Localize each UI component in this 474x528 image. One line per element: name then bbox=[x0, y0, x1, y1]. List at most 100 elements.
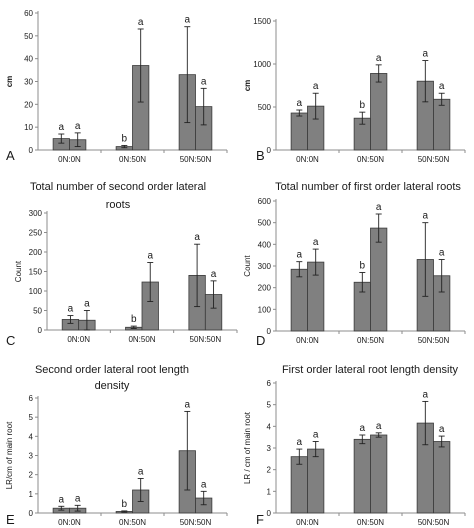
x-tick-label: 0N:0N bbox=[296, 155, 319, 164]
significance-letter: a bbox=[423, 49, 429, 60]
bar bbox=[370, 434, 388, 514]
y-tick-label: 200 bbox=[258, 284, 272, 293]
significance-letter: a bbox=[439, 81, 445, 92]
y-tick-label: 250 bbox=[29, 229, 43, 238]
y-tick-label: 3 bbox=[267, 444, 272, 453]
significance-letter: a bbox=[423, 389, 429, 400]
y-tick-label: 60 bbox=[24, 9, 33, 18]
y-tick-label: 1 bbox=[267, 487, 272, 496]
significance-letter: a bbox=[376, 202, 382, 213]
significance-letter: a bbox=[201, 76, 207, 87]
significance-letter: a bbox=[423, 211, 429, 222]
y-tick-label: 500 bbox=[258, 103, 272, 112]
significance-letter: a bbox=[59, 494, 65, 505]
significance-letter: a bbox=[147, 251, 153, 262]
significance-letter: a bbox=[185, 399, 191, 410]
significance-letter: b bbox=[122, 499, 128, 510]
x-tick-label: 0N:50N bbox=[119, 155, 146, 164]
x-tick-label: 0N:0N bbox=[67, 335, 90, 344]
y-axis-label: Count bbox=[14, 260, 23, 282]
y-tick-label: 0 bbox=[267, 146, 272, 155]
significance-letter: a bbox=[297, 98, 303, 109]
significance-letter: a bbox=[439, 248, 445, 259]
y-tick-label: 100 bbox=[29, 287, 43, 296]
significance-letter: a bbox=[313, 237, 319, 248]
chart-title: Second order lateral root length bbox=[35, 364, 189, 376]
significance-letter: a bbox=[211, 269, 217, 280]
significance-letter: b bbox=[122, 133, 128, 144]
x-tick-label: 50N:50N bbox=[418, 518, 450, 527]
chart-title: roots bbox=[106, 199, 131, 211]
y-tick-label: 2 bbox=[267, 466, 272, 475]
significance-letter: a bbox=[297, 437, 303, 448]
x-tick-label: 50N:50N bbox=[180, 518, 212, 527]
significance-letter: b bbox=[131, 314, 137, 325]
significance-letter: a bbox=[75, 493, 81, 504]
x-tick-label: 0N:50N bbox=[357, 155, 384, 164]
y-axis-label: Count bbox=[243, 255, 252, 277]
significance-letter: a bbox=[84, 299, 90, 310]
panel-f: First order lateral root length density 0… bbox=[243, 364, 466, 527]
x-tick-label: 0N:50N bbox=[128, 335, 155, 344]
y-tick-label: 0 bbox=[38, 326, 43, 335]
y-tick-label: 600 bbox=[258, 197, 272, 206]
y-tick-label: 200 bbox=[29, 248, 43, 257]
bar bbox=[290, 112, 308, 151]
x-tick-label: 0N:50N bbox=[357, 336, 384, 345]
y-tick-label: 300 bbox=[29, 209, 43, 218]
significance-letter: a bbox=[138, 467, 144, 478]
panel-letter: B bbox=[256, 148, 265, 163]
y-tick-label: 30 bbox=[24, 78, 33, 87]
significance-letter: a bbox=[439, 424, 445, 435]
y-tick-label: 5 bbox=[29, 413, 34, 422]
chart-title: Total number of second order lateral bbox=[30, 181, 206, 193]
y-tick-label: 50 bbox=[33, 307, 42, 316]
significance-letter: a bbox=[376, 53, 382, 64]
y-tick-label: 5 bbox=[267, 401, 272, 410]
x-tick-label: 50N:50N bbox=[418, 155, 450, 164]
y-tick-label: 1000 bbox=[253, 60, 271, 69]
x-tick-label: 0N:0N bbox=[296, 518, 319, 527]
y-tick-label: 10 bbox=[24, 123, 33, 132]
x-tick-label: 0N:50N bbox=[357, 518, 384, 527]
y-tick-label: 0 bbox=[29, 509, 34, 518]
bar bbox=[433, 98, 451, 151]
significance-letter: a bbox=[59, 122, 65, 133]
y-axis-label: cm bbox=[5, 76, 14, 88]
bar bbox=[433, 441, 451, 514]
y-tick-label: 50 bbox=[24, 32, 33, 41]
y-tick-label: 4 bbox=[29, 432, 34, 441]
panel-letter: D bbox=[256, 333, 265, 348]
significance-letter: a bbox=[313, 430, 319, 441]
bar bbox=[370, 227, 388, 332]
x-tick-label: 50N:50N bbox=[180, 155, 212, 164]
bar bbox=[353, 438, 371, 514]
panel-letter: A bbox=[6, 148, 15, 163]
significance-letter: a bbox=[68, 304, 74, 315]
panel-a: Total second order lateral root length01… bbox=[5, 9, 228, 164]
chart-title: density bbox=[95, 380, 130, 392]
y-tick-label: 6 bbox=[267, 379, 272, 388]
bar bbox=[290, 456, 308, 514]
significance-letter: a bbox=[185, 15, 191, 26]
chart-title: First order lateral root length density bbox=[282, 364, 459, 376]
x-tick-label: 0N:0N bbox=[58, 155, 81, 164]
y-tick-label: 0 bbox=[29, 146, 34, 155]
panel-e: Second order lateral root length density 0… bbox=[5, 364, 228, 527]
significance-letter: a bbox=[313, 81, 319, 92]
y-tick-label: 300 bbox=[258, 262, 272, 271]
significance-letter: a bbox=[138, 17, 144, 28]
significance-letter: b bbox=[360, 261, 366, 272]
chart-title: Total number of first order lateral root… bbox=[275, 181, 461, 193]
significance-letter: a bbox=[201, 479, 207, 490]
x-tick-label: 50N:50N bbox=[190, 335, 222, 344]
y-axis-label: LR / cm of main root bbox=[243, 411, 252, 484]
y-tick-label: 400 bbox=[258, 240, 272, 249]
bar bbox=[307, 448, 325, 514]
panel-c: Total number of second order lateral root… bbox=[6, 181, 238, 348]
bar bbox=[370, 73, 388, 151]
y-tick-label: 4 bbox=[267, 422, 272, 431]
significance-letter: a bbox=[360, 423, 366, 434]
bar bbox=[290, 268, 308, 332]
